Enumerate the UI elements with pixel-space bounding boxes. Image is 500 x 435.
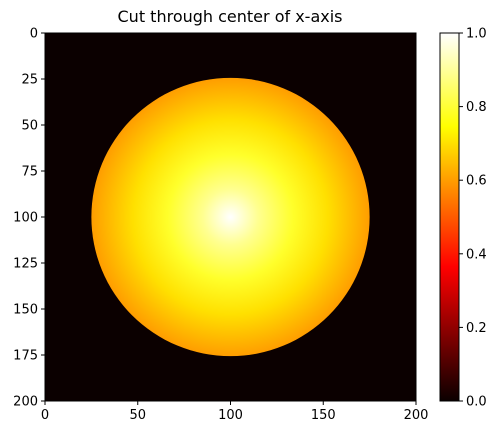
- y-tick-label: 0: [30, 27, 38, 42]
- chart-title: Cut through center of x-axis: [118, 7, 343, 26]
- colorbar-tick-label: 0.4: [466, 247, 487, 262]
- y-tick-label: 50: [21, 119, 38, 134]
- colorbar-tick-label: 0.8: [466, 100, 487, 115]
- x-tick-label: 200: [404, 408, 429, 423]
- y-tick-label: 125: [13, 257, 38, 272]
- colorbar-axis: 0.0 0.2 0.4 0.6 0.8 1.0: [459, 27, 487, 410]
- y-tick-label: 100: [13, 211, 38, 226]
- y-tick-label: 150: [13, 303, 38, 318]
- y-tick-label: 75: [21, 165, 38, 180]
- colorbar-gradient: [439, 32, 460, 402]
- y-tick-label: 25: [21, 73, 38, 88]
- colorbar-tick-label: 0.0: [466, 395, 487, 410]
- colorbar: 0.0 0.2 0.4 0.6 0.8 1.0: [439, 27, 487, 410]
- x-tick-label: 0: [41, 408, 49, 423]
- y-tick-label: 200: [13, 395, 38, 410]
- heatmap-circle: [91, 77, 370, 357]
- heatmap-plot: [44, 32, 417, 402]
- x-tick-label: 50: [129, 408, 146, 423]
- x-tick-label: 150: [311, 408, 336, 423]
- colorbar-tick-label: 0.2: [466, 321, 487, 336]
- colorbar-tick-label: 0.6: [466, 174, 487, 189]
- colorbar-tick-label: 1.0: [466, 27, 487, 42]
- x-tick-label: 100: [218, 408, 243, 423]
- x-axis: 0 50 100 150 200: [41, 401, 429, 423]
- y-axis: 0 25 50 75 100 125 150 175 200: [13, 27, 45, 410]
- y-tick-label: 175: [13, 349, 38, 364]
